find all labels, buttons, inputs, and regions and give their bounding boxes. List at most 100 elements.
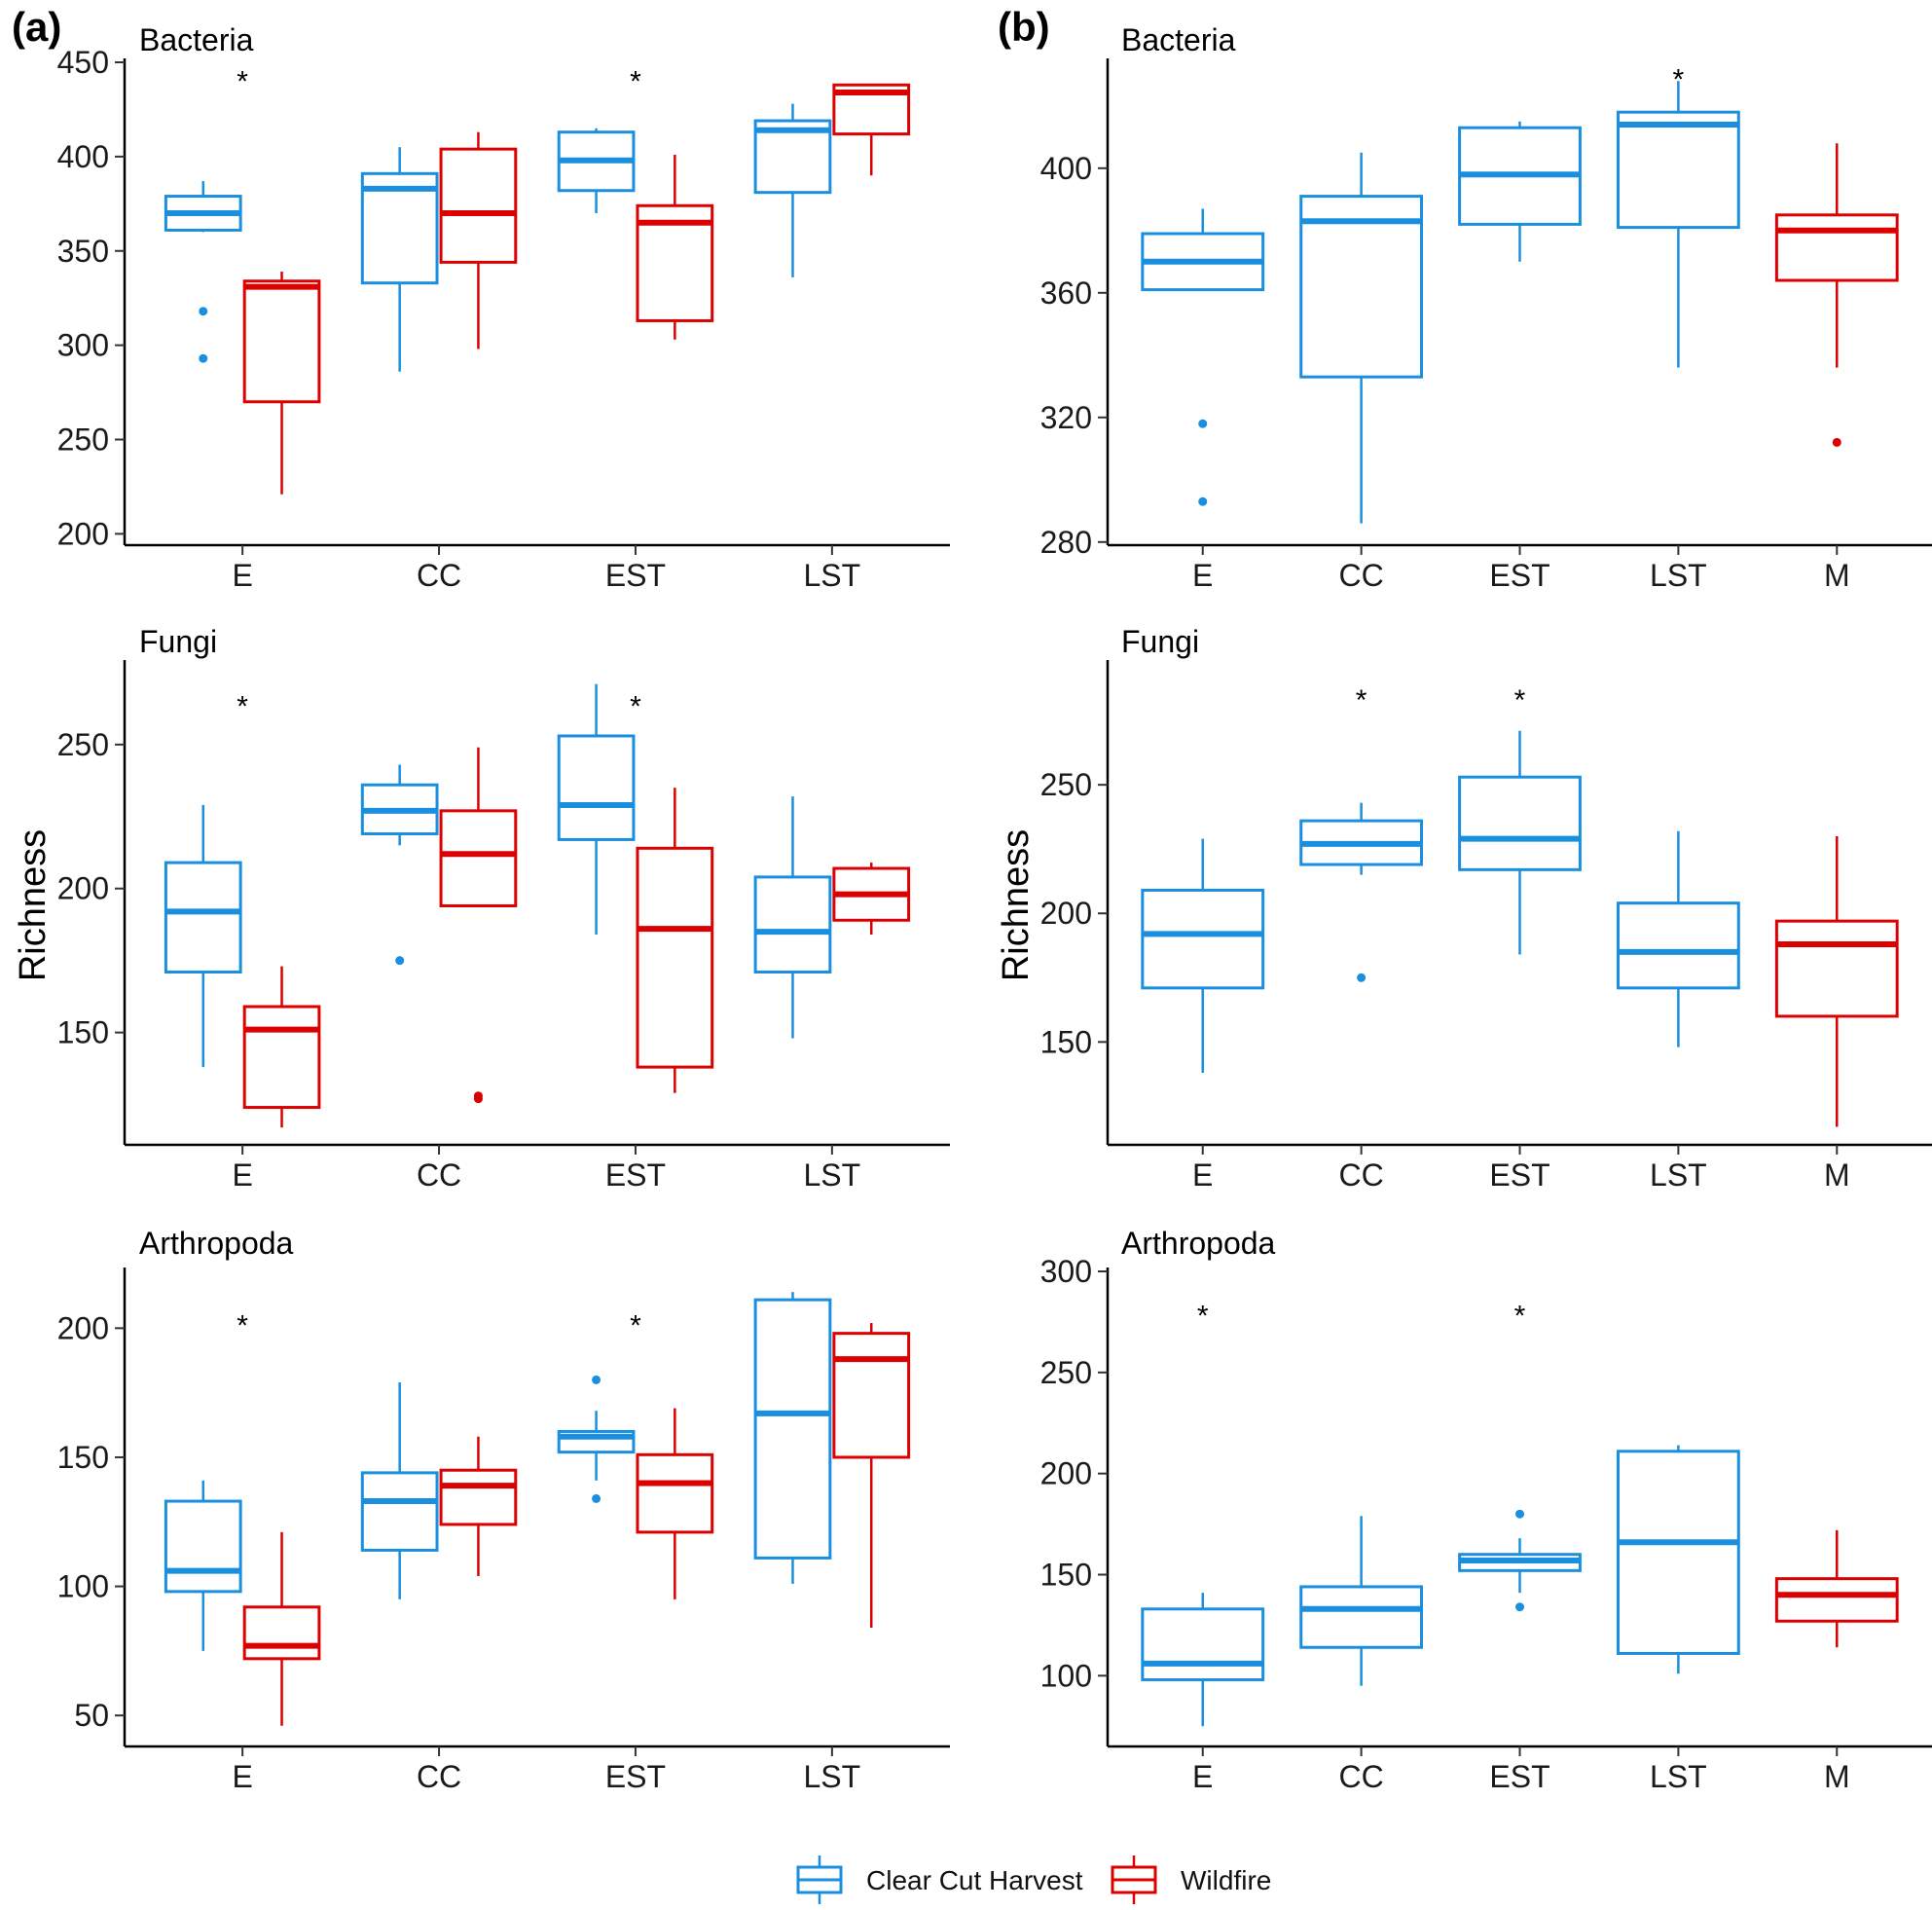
x-tick-label: E (232, 1157, 252, 1193)
box-iqr (439, 1468, 518, 1526)
box-lst-clear-cut (1616, 81, 1740, 368)
box-iqr (636, 203, 714, 322)
box-m-wildfire (1774, 143, 1899, 447)
y-tick-label: 200 (57, 871, 109, 906)
legend-key-wildfire (1111, 1855, 1157, 1904)
box-iqr (360, 1471, 439, 1552)
y-tick-label: 250 (57, 422, 109, 458)
x-tick-label: CC (1339, 1157, 1384, 1193)
box-lst-clear-cut (1616, 830, 1740, 1047)
box-e-clear-cut (164, 1480, 242, 1651)
significance-star: * (237, 690, 248, 722)
box-cc-clear-cut (1299, 1516, 1424, 1686)
significance-star: * (237, 66, 248, 98)
significance-star: * (1197, 1300, 1209, 1332)
x-tick-label: LST (1650, 1157, 1707, 1193)
x-tick-label: E (1192, 1157, 1213, 1193)
y-tick-label: 400 (57, 139, 109, 174)
y-tick-label: 150 (1040, 1024, 1092, 1059)
box-cc-clear-cut (360, 1382, 439, 1599)
box-cc-wildfire (439, 131, 518, 349)
chart-b-bacteria: Bacteria 280 320 360 400 E CC EST LST M * (1040, 22, 1932, 593)
significance-star: * (1673, 64, 1685, 96)
box-iqr (439, 147, 518, 264)
chart-title: Bacteria (139, 22, 254, 57)
outlier-point (199, 353, 208, 363)
significance-star: * (1356, 684, 1367, 716)
box-lst-wildfire (832, 1323, 911, 1628)
y-tick-label: 450 (57, 45, 109, 80)
box-m-wildfire (1774, 835, 1899, 1127)
y-tick-label: 100 (1040, 1658, 1092, 1693)
y-tick-label: 200 (1040, 1456, 1092, 1491)
box-cc-clear-cut (1299, 152, 1424, 524)
box-est-clear-cut (1458, 121, 1582, 262)
y-tick-label: 150 (57, 1440, 109, 1475)
outlier-point (473, 1094, 483, 1104)
y-tick-label: 250 (57, 727, 109, 762)
box-cc-clear-cut (360, 764, 439, 966)
box-lst-clear-cut (753, 103, 832, 277)
outlier-point (1832, 437, 1841, 447)
box-e-wildfire (242, 966, 321, 1128)
panel-label-a: (a) (12, 4, 61, 50)
box-lst-wildfire (832, 83, 911, 176)
box-iqr (753, 875, 832, 974)
box-e-clear-cut (1141, 838, 1265, 1074)
x-tick-label: LST (804, 1157, 861, 1193)
y-tick-label: 200 (57, 1310, 109, 1345)
x-tick-label: E (1192, 1759, 1213, 1794)
outlier-point (1515, 1602, 1524, 1612)
significance-star: * (1514, 1300, 1526, 1332)
chart-title: Arthropoda (1121, 1226, 1276, 1261)
x-tick-label: LST (804, 558, 861, 593)
box-cc-wildfire (439, 1436, 518, 1576)
box-iqr (753, 1298, 832, 1560)
outlier-point (1515, 1509, 1524, 1519)
legend-label-clear-cut: Clear Cut Harvest (866, 1865, 1083, 1895)
significance-star: * (1514, 684, 1526, 716)
y-tick-label: 350 (57, 234, 109, 269)
box-iqr (242, 1605, 321, 1661)
box-est-clear-cut (1458, 1509, 1582, 1612)
box-iqr (439, 809, 518, 907)
y-tick-label: 100 (57, 1569, 109, 1604)
x-tick-label: EST (605, 558, 666, 593)
box-iqr (1616, 110, 1740, 230)
chart-b-arthropoda: Arthropoda 100 150 200 250 300 E CC EST LST M * * (1040, 1226, 1932, 1794)
y-tick-label: 300 (57, 328, 109, 363)
x-tick-label: CC (1339, 558, 1384, 593)
x-tick-label: CC (417, 1759, 461, 1794)
y-axis-title: Richness (13, 829, 54, 981)
box-est-wildfire (636, 788, 714, 1093)
chart-title: Fungi (139, 624, 217, 659)
x-tick-label: CC (417, 1157, 461, 1193)
x-tick-label: E (232, 558, 252, 593)
box-e-wildfire (242, 1531, 321, 1726)
box-iqr (636, 1452, 714, 1534)
outlier-point (199, 307, 208, 316)
box-iqr (1616, 1450, 1740, 1655)
outlier-point (1198, 496, 1208, 506)
y-tick-label: 250 (1040, 1355, 1092, 1390)
outlier-point (592, 1493, 601, 1503)
significance-star: * (630, 66, 641, 98)
chart-title: Fungi (1121, 624, 1199, 659)
x-tick-label: LST (1650, 558, 1707, 593)
legend: Clear Cut Harvest Wildfire (796, 1855, 1271, 1904)
outlier-point (395, 956, 405, 966)
box-e-clear-cut (164, 181, 242, 363)
y-tick-label: 280 (1040, 525, 1092, 560)
x-tick-label: M (1824, 1157, 1850, 1193)
chart-b-fungi: Fungi Richness 150 200 250 E CC EST LST M * * (996, 624, 1932, 1193)
box-est-clear-cut (1458, 730, 1582, 955)
box-iqr (1141, 1607, 1265, 1681)
box-iqr (164, 1499, 242, 1594)
box-lst-clear-cut (753, 1292, 832, 1584)
outlier-point (1198, 419, 1208, 428)
box-lst-clear-cut (753, 796, 832, 1039)
box-iqr (360, 171, 439, 285)
x-tick-label: EST (1489, 1759, 1549, 1794)
